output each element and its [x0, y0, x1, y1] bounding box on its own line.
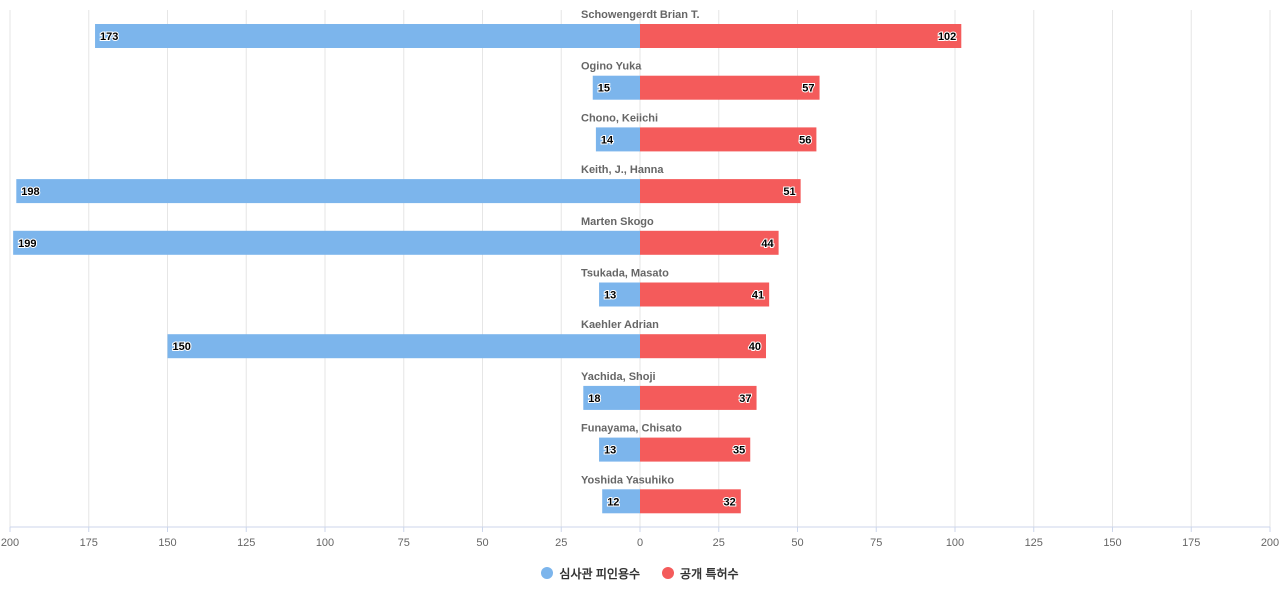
bar-citations [13, 230, 640, 255]
data-label-patents: 32 [724, 496, 736, 508]
legend-marker-citations [541, 567, 554, 579]
bar-patents [640, 230, 779, 255]
data-label-citations: 13 [604, 290, 616, 302]
data-label-patents: 40 [749, 341, 761, 353]
data-label-citations: 18 [588, 393, 600, 405]
bar-patents [640, 127, 817, 152]
x-axis: 200 175 150 125 100 75 50 25 0 25 50 75 100 125 150 175… [1, 526, 1279, 549]
category-label: Ogino Yuka [581, 61, 642, 73]
data-label-citations: 12 [607, 496, 619, 508]
data-label-citations: 198 [21, 186, 39, 198]
x-tick-label: 125 [1025, 537, 1043, 549]
bar-citations [95, 24, 641, 48]
data-label-patents: 44 [761, 238, 774, 250]
category-label: Schowengerdt Brian T. [581, 9, 700, 21]
x-tick-label: 150 [1103, 537, 1121, 549]
data-label-citations: 14 [601, 134, 614, 146]
category-label: Kaehler Adrian [581, 319, 659, 331]
bar-citations [592, 75, 640, 100]
x-tick-label: 75 [398, 537, 410, 549]
x-tick-label: 200 [1, 537, 19, 549]
legend-marker-patents [662, 567, 675, 579]
legend-item-citations[interactable]: 심사관 피인용수 [541, 565, 640, 582]
chart-legend: 심사관 피인용수 공개 특허수 [0, 562, 1280, 584]
category-label: Chono, Keiichi [581, 112, 658, 124]
x-tick-label: 25 [555, 537, 567, 549]
data-label-citations: 13 [604, 445, 616, 457]
data-label-citations: 150 [173, 341, 191, 353]
bar-patents [640, 489, 741, 514]
data-label-patents: 56 [799, 134, 811, 146]
x-tick-label: 175 [80, 537, 98, 549]
bar-citations [167, 334, 640, 359]
data-label-patents: 57 [802, 83, 814, 95]
data-label-citations: 15 [598, 83, 610, 95]
bar-patents [640, 437, 751, 462]
x-tick-label: 25 [713, 537, 725, 549]
legend-label-citations: 심사관 피인용수 [559, 566, 641, 581]
category-labels: Schowengerdt Brian T. Ogino Yuka Chono, Ke… [581, 9, 700, 486]
x-tick-label: 125 [237, 537, 255, 549]
x-tick-label: 200 [1261, 537, 1279, 549]
data-label-patents: 102 [938, 31, 956, 43]
x-tick-label: 50 [476, 537, 488, 549]
category-label: Yoshida Yasuhiko [581, 474, 674, 486]
x-tick-label: 50 [791, 537, 803, 549]
data-label-citations: 173 [100, 31, 118, 43]
category-label: Yachida, Shoji [581, 371, 656, 383]
data-label-patents: 35 [733, 445, 745, 457]
x-tick-label: 175 [1182, 537, 1200, 549]
bar-patents [640, 282, 770, 307]
category-label: Marten Skogo [581, 216, 654, 228]
legend-item-patents[interactable]: 공개 특허수 [662, 565, 739, 582]
x-tick-label: 75 [870, 537, 882, 549]
data-label-patents: 51 [783, 186, 795, 198]
x-tick-label: 100 [946, 537, 964, 549]
x-tick-label: 100 [316, 537, 334, 549]
data-label-patents: 37 [739, 393, 751, 405]
bar-patents [640, 75, 820, 100]
category-label: Keith, J., Hanna [581, 164, 664, 176]
bar-citations [599, 282, 640, 307]
bar-citations [583, 385, 640, 410]
data-label-citations: 199 [18, 238, 36, 250]
bar-citations [602, 489, 640, 514]
bar-patents [640, 385, 757, 410]
category-label: Funayama, Chisato [581, 423, 682, 435]
x-tick-label: 150 [158, 537, 176, 549]
bar-patents [640, 179, 801, 204]
bar-patents [640, 24, 962, 48]
bar-citations [16, 179, 641, 204]
data-label-patents: 41 [752, 290, 764, 302]
category-label: Tsukada, Masato [581, 268, 669, 280]
bar-citations [599, 437, 640, 462]
bar-citations [595, 127, 640, 152]
data-labels: 173 102 15 57 14 56 198 51 199 44 13 41 150 40 18 37 13 3… [17, 30, 957, 509]
x-tick-label: 0 [637, 537, 643, 549]
legend-label-patents: 공개 특허수 [680, 566, 739, 581]
bar-patents [640, 334, 766, 359]
bar-group [13, 24, 962, 514]
